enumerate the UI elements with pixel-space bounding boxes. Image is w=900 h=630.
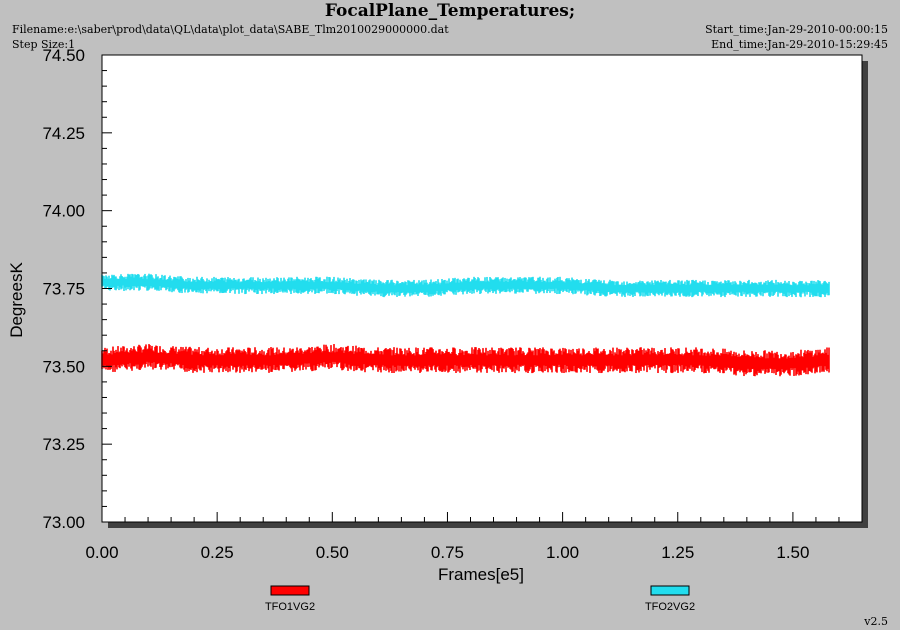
y-tick-label: 74.00 [42, 202, 85, 221]
x-tick-label: 0.50 [316, 543, 349, 562]
x-tick-label: 1.00 [546, 543, 579, 562]
x-tick-label: 0.00 [85, 543, 118, 562]
legend-label-tfo1vg2: TFO1VG2 [265, 601, 315, 613]
version-label: v2.5 [864, 615, 888, 628]
y-tick-label: 74.25 [42, 124, 85, 143]
start-time-label: Start_time:Jan-29-2010-00:00:15 [705, 23, 888, 36]
x-axis-title: Frames[e5] [438, 565, 524, 584]
chart-title: FocalPlane_Temperatures; [324, 1, 576, 21]
step-size-label: Step Size:1 [12, 38, 76, 51]
axis-layer: 73.00 73.25 73.50 73.75 74.00 74.25 74.50 0.00 0… [42, 46, 862, 562]
legend-swatch-tfo1vg2 [270, 585, 310, 596]
end-time-label: End_time:Jan-29-2010-15:29:45 [711, 38, 888, 51]
x-tick-label: 1.50 [776, 543, 809, 562]
y-tick-label: 73.25 [42, 435, 85, 454]
x-tick-label: 1.25 [661, 543, 694, 562]
legend: TFO1VG2 TFO2VG2 [265, 585, 695, 613]
y-tick-label: 73.00 [42, 513, 85, 532]
x-tick-label: 0.25 [201, 543, 234, 562]
filename-label: Filename:e:\saber\prod\data\QL\data\plot… [12, 23, 449, 36]
series-tfo2vg2 [101, 273, 830, 298]
y-tick-label: 73.50 [42, 357, 85, 376]
x-tick-label: 0.75 [431, 543, 464, 562]
legend-label-tfo2vg2: TFO2VG2 [645, 601, 695, 613]
y-tick-label: 73.75 [42, 280, 85, 299]
y-tick-label: 74.50 [42, 46, 85, 65]
y-axis-title: DegreesK [7, 262, 26, 338]
series-layer [101, 273, 830, 377]
legend-swatch-tfo2vg2 [650, 585, 690, 596]
